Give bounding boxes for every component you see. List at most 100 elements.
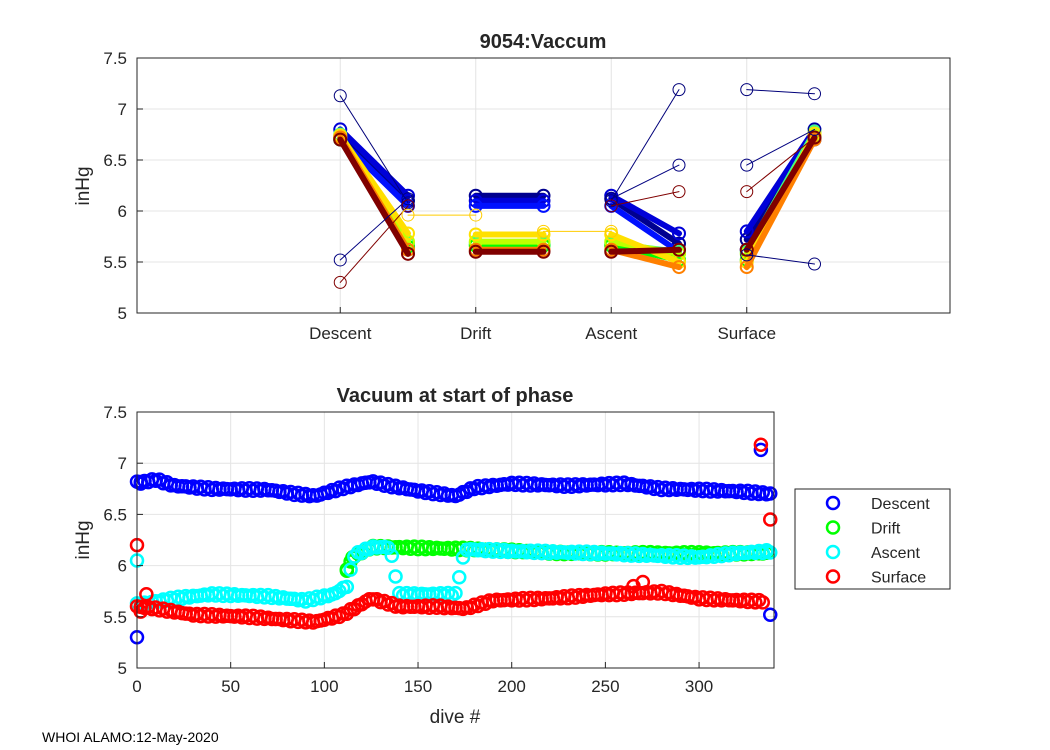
bottom-series-point [354, 545, 370, 561]
bottom-x-tick-label: 200 [498, 677, 526, 696]
top-series-marker [333, 253, 347, 267]
bottom-ticks: 0 50 100 150 200 250 300 5 5.5 6 6.5 7 7.5 [103, 403, 713, 696]
top-series-segment [610, 191, 680, 207]
bottom-x-axis-label: dive # [430, 707, 481, 728]
top-series-marker [468, 227, 483, 242]
bottom-y-tick-label: 7 [118, 454, 127, 473]
top-series-marker [401, 226, 415, 241]
legend-marker [825, 520, 841, 535]
legend-marker [825, 544, 841, 560]
bottom-series-point [139, 587, 154, 602]
bottom-series-point [459, 484, 474, 500]
top-series-marker [333, 275, 347, 289]
bottom-axes-box [136, 411, 775, 669]
top-series-marker [537, 224, 550, 238]
top-series-marker [808, 257, 821, 271]
bottom-series-point [635, 574, 651, 590]
bottom-y-axis-label: inHg [73, 520, 94, 559]
top-y-tick-label: 5.5 [103, 253, 127, 272]
legend-marker [825, 495, 841, 511]
top-series-marker [604, 244, 619, 259]
legend-box [794, 488, 951, 590]
top-series-segment [610, 164, 680, 200]
bottom-series-point [328, 483, 343, 499]
top-series-marker [739, 242, 754, 257]
bottom-series-point [133, 476, 148, 491]
top-y-tick-label: 6 [118, 202, 127, 221]
legend-label: Drift [871, 521, 901, 538]
top-series-marker [672, 83, 686, 97]
top-series-marker [740, 83, 754, 97]
bottom-y-tick-label: 7.5 [103, 403, 127, 422]
footer-stamp: WHOI ALAMO:12-May-2020 [42, 729, 219, 745]
bottom-series-point [152, 472, 167, 487]
top-series-marker [604, 227, 619, 242]
top-series-marker [808, 87, 821, 101]
top-series-segment [608, 192, 682, 237]
bottom-series-point [753, 442, 769, 458]
bottom-series-point [451, 569, 467, 585]
bottom-series-point [455, 550, 471, 565]
top-series-segment [339, 198, 409, 261]
top-series-segment [610, 89, 680, 202]
bottom-series-point [380, 540, 396, 555]
top-series-marker [469, 208, 483, 222]
top-series-marker [604, 192, 618, 206]
top-series-marker [333, 132, 348, 147]
bottom-series-point [384, 548, 400, 564]
bottom-series-point [448, 585, 463, 601]
bottom-series-point [377, 593, 392, 609]
bottom-plot-area [137, 412, 774, 668]
bottom-series-point [332, 583, 347, 599]
top-series-marker [333, 89, 347, 103]
top-series-marker [672, 242, 686, 257]
bottom-series-point [763, 486, 778, 501]
bottom-series-point [133, 604, 148, 619]
bottom-series-point [755, 595, 771, 610]
top-series-segment [743, 134, 818, 253]
top-series-marker [604, 199, 618, 213]
bottom-series-point [463, 600, 478, 616]
legend-label: Ascent [871, 545, 920, 562]
top-x-tick-label: Ascent [585, 324, 637, 343]
top-axes-box [136, 57, 951, 314]
top-series-marker [808, 131, 821, 145]
bottom-series-point [763, 512, 778, 527]
top-series-segment [746, 89, 815, 95]
top-series-marker [536, 198, 551, 213]
top-y-tick-label: 7 [118, 100, 127, 119]
top-series-marker [536, 244, 551, 259]
bottom-y-tick-label: 5 [118, 659, 127, 678]
top-series-segment [608, 246, 682, 255]
bottom-x-tick-label: 100 [310, 677, 338, 696]
legend: Descent Drift Ascent Surface [794, 488, 951, 590]
legend-label: Surface [871, 570, 926, 587]
top-series-segment [746, 137, 815, 193]
top-series-segment [339, 205, 409, 283]
top-series-marker [401, 188, 415, 203]
top-series-marker [604, 224, 618, 238]
top-series-marker [468, 198, 483, 213]
bottom-y-tick-label: 5.5 [103, 608, 127, 627]
top-y-tick-label: 7.5 [103, 49, 127, 68]
top-series-marker [672, 260, 686, 275]
top-series-segment [608, 195, 682, 247]
bottom-chart-title: Vacuum at start of phase [337, 385, 574, 407]
top-series-marker [401, 208, 415, 222]
bottom-series-point [759, 544, 774, 559]
bottom-x-tick-label: 50 [221, 677, 240, 696]
top-y-tick-label: 6.5 [103, 151, 127, 170]
top-x-tick-label: Surface [717, 324, 776, 343]
legend-label: Descent [871, 496, 930, 513]
bottom-y-tick-label: 6.5 [103, 505, 127, 524]
top-y-tick-label: 5 [118, 304, 127, 323]
top-series-marker [808, 122, 821, 136]
bottom-x-tick-label: 250 [591, 677, 619, 696]
bottom-series-point [339, 579, 355, 595]
top-series-marker [740, 248, 754, 262]
top-plot-area [137, 58, 950, 313]
top-series-marker [739, 224, 754, 239]
bottom-series-point [343, 562, 358, 577]
bottom-chart: 0 50 100 150 200 250 300 5 5.5 6 6.5 7 7.5 Vacuum at… [73, 385, 951, 728]
